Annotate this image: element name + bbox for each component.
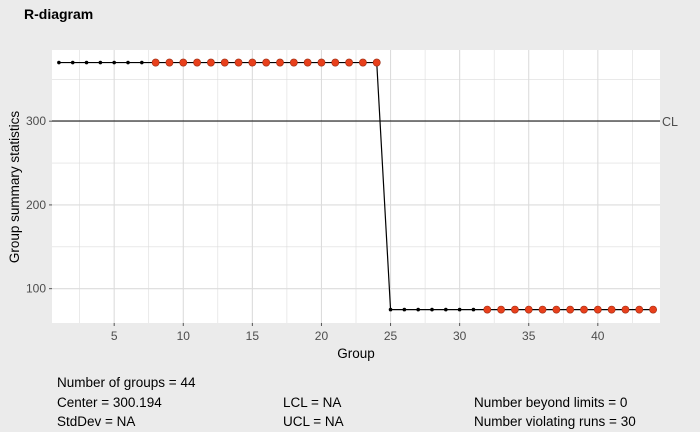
- x-tick-label: 25: [384, 329, 398, 343]
- violating-point: [276, 58, 284, 67]
- data-point: [416, 307, 420, 312]
- stat-number-of-groups: Number of groups = 44: [57, 375, 196, 390]
- data-point: [444, 307, 448, 312]
- violating-point: [234, 58, 243, 67]
- violating-point: [331, 58, 340, 67]
- stat-stddev: StdDev = NA: [57, 414, 136, 429]
- data-point: [112, 60, 116, 65]
- x-tick-label: 30: [453, 329, 467, 343]
- chart-title: R-diagram: [24, 6, 94, 22]
- violating-point: [165, 58, 174, 67]
- data-point: [98, 60, 103, 65]
- x-axis-ticks: 5 10 15 20 25 30 35 40: [111, 323, 605, 343]
- y-axis-label: Group summary statistics: [7, 111, 22, 264]
- stat-center: Center = 300.194: [57, 395, 162, 410]
- data-point: [57, 60, 61, 65]
- y-tick-label: 100: [26, 282, 46, 296]
- data-point: [471, 307, 476, 312]
- stat-beyond-limits: Number beyond limits = 0: [474, 395, 628, 410]
- y-tick-label: 200: [26, 198, 46, 212]
- y-axis-ticks: 100 200 300: [26, 114, 52, 296]
- data-point: [402, 307, 407, 312]
- violating-point: [635, 305, 644, 314]
- data-point: [388, 307, 393, 312]
- data-series: [57, 58, 657, 314]
- data-point: [70, 60, 75, 65]
- violating-point: [538, 305, 547, 314]
- stat-ucl: UCL = NA: [283, 414, 344, 429]
- violating-point: [372, 58, 381, 67]
- violating-point: [359, 58, 367, 67]
- violating-point: [607, 305, 616, 314]
- violating-point: [193, 58, 201, 67]
- violating-point: [497, 305, 505, 314]
- violating-point: [262, 58, 271, 67]
- violating-point: [303, 58, 312, 67]
- violating-point: [621, 305, 630, 314]
- stat-violating-runs: Number violating runs = 30: [474, 414, 636, 429]
- x-tick-label: 35: [522, 329, 536, 343]
- violating-point: [483, 305, 492, 314]
- violating-point: [649, 305, 657, 314]
- grid-lines: [52, 50, 660, 323]
- x-tick-label: 15: [246, 329, 260, 343]
- stat-lcl: LCL = NA: [283, 395, 342, 410]
- x-tick-label: 40: [591, 329, 605, 343]
- violating-point: [566, 305, 575, 314]
- x-tick-label: 5: [111, 329, 118, 343]
- y-tick-label: 300: [26, 114, 46, 128]
- x-tick-label: 20: [315, 329, 329, 343]
- violating-point: [248, 58, 257, 67]
- data-point: [84, 60, 89, 65]
- data-point: [126, 60, 130, 65]
- violating-point: [552, 305, 561, 314]
- data-point: [457, 307, 462, 312]
- data-point: [140, 60, 144, 65]
- x-axis-label: Group: [337, 346, 375, 361]
- violating-point: [345, 58, 353, 67]
- violating-point: [524, 305, 533, 314]
- violating-point: [580, 305, 588, 314]
- violating-point: [179, 58, 188, 67]
- x-tick-label: 10: [177, 329, 191, 343]
- data-point: [430, 307, 434, 312]
- violating-point: [593, 305, 602, 314]
- violating-point: [207, 58, 215, 67]
- violating-point: [151, 58, 160, 67]
- center-line-label: CL: [662, 115, 678, 129]
- violating-point: [289, 58, 298, 67]
- center-line: CL: [52, 115, 678, 129]
- violating-point: [220, 58, 229, 67]
- violating-point: [317, 58, 326, 67]
- violating-point: [511, 305, 519, 314]
